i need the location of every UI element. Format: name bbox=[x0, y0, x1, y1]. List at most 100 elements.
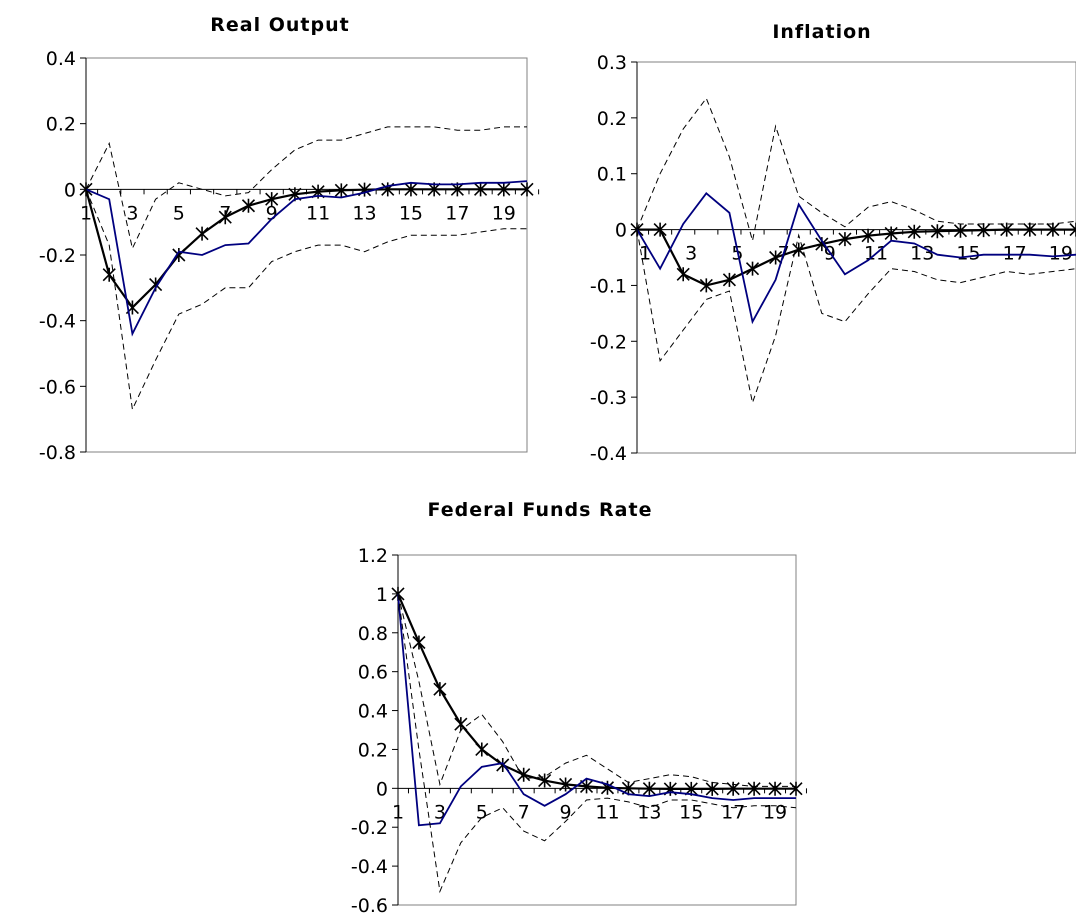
series-line-lower-dashed bbox=[397, 593, 797, 894]
star-marker bbox=[559, 777, 573, 792]
y-tick-label: -0.2 bbox=[351, 817, 388, 839]
star-marker bbox=[334, 183, 348, 198]
star-marker bbox=[642, 781, 656, 796]
x-tick-label: 19 bbox=[763, 801, 787, 823]
y-tick-label: 0 bbox=[615, 220, 627, 242]
chart-title: Federal Funds Rate bbox=[428, 499, 653, 521]
series-line-black-star bbox=[396, 593, 796, 791]
x-tick-label: 13 bbox=[637, 801, 661, 823]
y-tick-label: 0.6 bbox=[358, 662, 388, 684]
star-marker bbox=[265, 192, 279, 207]
y-tick-label: 0 bbox=[376, 778, 388, 800]
y-tick-label: -0.4 bbox=[39, 311, 76, 333]
x-tick-label: 15 bbox=[679, 801, 703, 823]
x-tick-label: 1 bbox=[392, 801, 404, 823]
x-tick-label: 15 bbox=[399, 202, 423, 224]
y-tick-label: 0.2 bbox=[358, 739, 388, 761]
y-tick-label: 0.4 bbox=[358, 701, 388, 723]
star-marker bbox=[977, 223, 991, 238]
x-tick-label: 13 bbox=[910, 243, 934, 265]
star-marker bbox=[538, 773, 552, 788]
y-tick-label: 0.2 bbox=[46, 114, 76, 136]
plot-frame bbox=[86, 57, 528, 453]
star-marker bbox=[1069, 222, 1076, 237]
star-marker bbox=[705, 781, 719, 796]
star-marker bbox=[412, 635, 426, 650]
x-tick-label: 15 bbox=[956, 243, 980, 265]
x-tick-label: 5 bbox=[476, 801, 488, 823]
star-marker bbox=[517, 767, 531, 782]
series-line-lower-dashed bbox=[636, 229, 1076, 405]
star-marker bbox=[884, 226, 898, 241]
y-tick-label: 0.2 bbox=[597, 108, 627, 130]
star-marker bbox=[497, 182, 511, 197]
star-marker bbox=[953, 223, 968, 238]
x-tick-label: 3 bbox=[434, 801, 446, 823]
star-marker bbox=[218, 210, 232, 225]
star-marker bbox=[474, 182, 488, 197]
star-marker bbox=[930, 224, 944, 239]
x-tick-label: 1 bbox=[80, 202, 92, 224]
star-marker bbox=[1000, 222, 1014, 237]
y-tick-label: -0.2 bbox=[590, 331, 627, 353]
series-line-upper-dashed bbox=[636, 97, 1076, 241]
series-line-lower-dashed bbox=[85, 189, 527, 412]
star-marker bbox=[722, 272, 736, 287]
x-tick-label: 7 bbox=[518, 801, 530, 823]
series-line-blue-solid bbox=[397, 593, 796, 827]
series-line-blue-solid bbox=[636, 191, 1076, 325]
star-marker bbox=[699, 278, 713, 293]
y-tick-label: 0.1 bbox=[597, 164, 627, 186]
star-marker bbox=[747, 781, 761, 796]
y-tick-label: -0.2 bbox=[39, 245, 76, 267]
y-tick-label: -0.3 bbox=[590, 387, 627, 409]
x-tick-label: 11 bbox=[595, 801, 619, 823]
x-tick-label: 19 bbox=[492, 202, 516, 224]
chart-real-output: Real Output 0.40.20-0.2-0.4-0.6-0.81 3 5 7 9… bbox=[39, 14, 540, 464]
y-tick-label: 0.4 bbox=[46, 48, 76, 70]
chart-inflation: Inflation 0.30.20.10-0.1-0.2-0.3-0.41 3 5 7… bbox=[590, 21, 1076, 465]
plot-frame bbox=[637, 61, 1076, 454]
x-tick-label: 3 bbox=[685, 243, 697, 265]
star-marker bbox=[102, 267, 116, 282]
star-marker bbox=[1023, 222, 1037, 237]
star-marker bbox=[789, 781, 803, 796]
star-marker bbox=[769, 250, 783, 265]
series-line-upper-dashed bbox=[397, 593, 796, 787]
star-marker bbox=[768, 781, 782, 796]
star-marker bbox=[907, 224, 921, 239]
y-tick-label: 1 bbox=[376, 584, 388, 606]
star-marker bbox=[653, 222, 667, 237]
y-tick-label: -0.1 bbox=[590, 275, 627, 297]
star-marker bbox=[172, 248, 186, 262]
y-tick-label: 0.3 bbox=[597, 52, 627, 74]
star-marker bbox=[1046, 222, 1060, 237]
y-tick-label: -0.6 bbox=[351, 895, 388, 916]
x-tick-label: 17 bbox=[721, 801, 745, 823]
star-marker bbox=[195, 226, 209, 241]
star-marker bbox=[745, 261, 760, 276]
x-tick-label: 11 bbox=[306, 202, 330, 224]
star-marker bbox=[676, 267, 690, 282]
star-marker bbox=[520, 182, 534, 197]
chart-title: Real Output bbox=[210, 14, 349, 36]
y-tick-label: 0 bbox=[64, 179, 76, 201]
star-marker bbox=[454, 717, 468, 732]
y-tick-label: -0.4 bbox=[590, 443, 627, 465]
y-tick-label: -0.8 bbox=[39, 442, 76, 464]
y-tick-label: -0.6 bbox=[39, 376, 76, 398]
star-marker bbox=[433, 682, 447, 697]
x-tick-label: 19 bbox=[1049, 243, 1073, 265]
chart-title: Inflation bbox=[772, 21, 871, 43]
star-marker bbox=[404, 182, 418, 197]
plot-frame bbox=[398, 554, 797, 906]
star-marker bbox=[241, 198, 256, 213]
x-tick-label: 13 bbox=[352, 202, 376, 224]
chart-federal-funds-rate: Federal Funds Rate 1.2 1 0.8 0.6 0.4 0.2 0 -0.2… bbox=[351, 499, 807, 916]
series-line-blue-solid bbox=[85, 180, 528, 337]
x-tick-label: 3 bbox=[126, 202, 138, 224]
x-tick-label: 17 bbox=[445, 202, 469, 224]
star-marker bbox=[861, 228, 875, 243]
series-line-upper-dashed bbox=[85, 126, 527, 250]
